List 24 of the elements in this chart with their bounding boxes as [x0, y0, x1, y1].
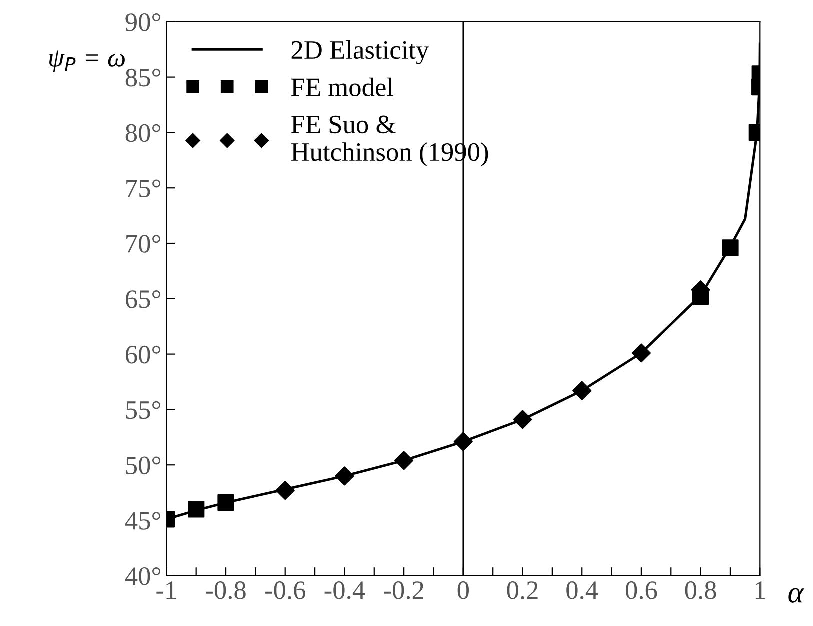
- y-tick-label: 50°: [126, 456, 161, 475]
- x-tick-label: 0.8: [685, 582, 716, 600]
- y-tick-label: 80°: [126, 124, 161, 142]
- legend-label: 2D Elasticity: [292, 40, 430, 65]
- y-tick-label: 65°: [126, 290, 161, 308]
- x-tick-label: 0.2: [507, 582, 538, 600]
- x-tick-label: -0.6: [265, 582, 306, 600]
- y-tick-label: 60°: [126, 346, 161, 364]
- legend-label: FE model: [291, 78, 394, 96]
- y-tick-label: 75°: [126, 180, 161, 198]
- x-tick-label: 0: [458, 582, 469, 600]
- y-tick-label: 70°: [126, 235, 161, 253]
- y-axis-title: ψ$_{P}$ = ω: [50, 50, 125, 72]
- y-tick-label: 45°: [125, 512, 161, 530]
- x-axis-title: α: [788, 588, 804, 603]
- x-tick-label: -0.8: [206, 582, 246, 600]
- x-tick-label: 0.6: [626, 582, 658, 600]
- x-tick-label: -0.4: [324, 582, 366, 600]
- x-tick-label: 1: [756, 582, 766, 600]
- y-tick-label: 90°: [126, 14, 161, 32]
- x-tick-label: -0.2: [384, 582, 424, 600]
- y-tick-label: 55°: [126, 401, 161, 420]
- x-tick-label: 0.4: [566, 582, 598, 600]
- y-tick-label: 85°: [126, 68, 161, 87]
